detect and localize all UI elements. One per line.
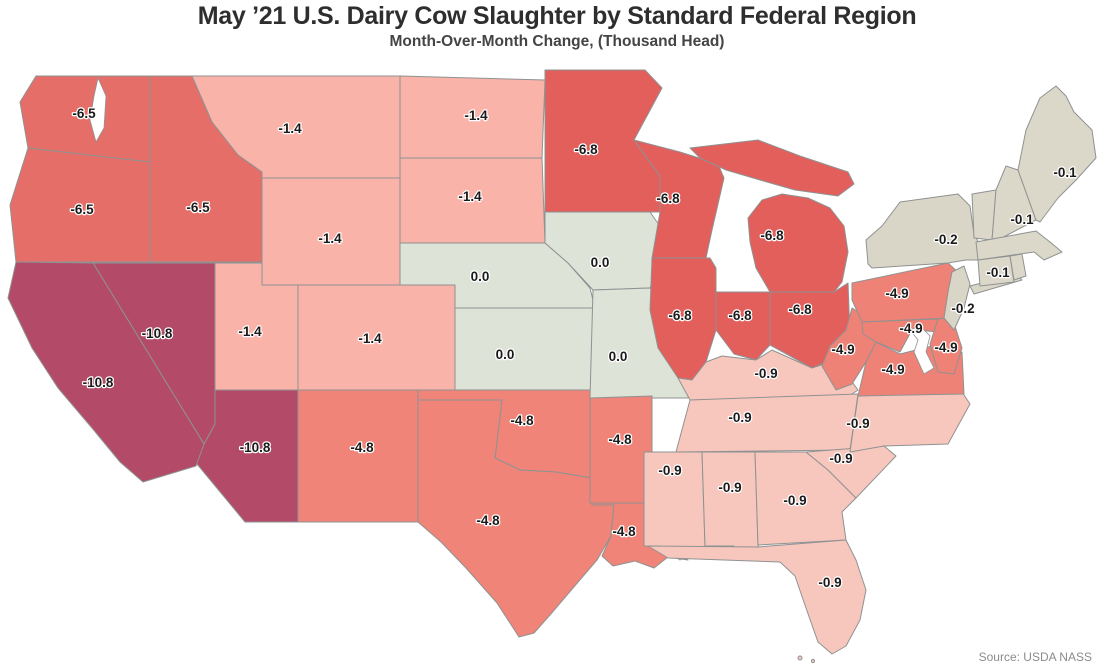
value-label-pa: -4.9 [885,286,908,301]
value-label-ga: -0.9 [783,493,806,508]
state-kansas[interactable] [454,307,596,391]
value-label-sc: -0.9 [829,451,852,466]
value-label-wa: -6.5 [72,106,96,121]
value-label-nj: -0.2 [951,301,974,316]
value-label-mn: -6.8 [574,142,598,157]
value-label-me: -0.1 [1053,165,1077,180]
state-maine[interactable] [1017,85,1097,223]
value-label-in: -6.8 [728,308,752,323]
value-label-mo: 0.0 [609,349,628,364]
value-label-fl: -0.9 [818,575,841,590]
value-label-nm: -4.8 [350,440,374,455]
florida-keys-islet[interactable] [810,658,816,664]
value-label-mi: -6.8 [760,228,784,243]
value-label-nv: -10.8 [142,326,173,341]
chesapeake-bay [909,325,935,375]
state-connecticut[interactable] [977,255,1015,287]
value-label-wi: -6.8 [656,191,680,206]
state-wisconsin[interactable] [633,139,725,259]
value-label-ia: 0.0 [591,255,610,270]
value-label-nd: -1.4 [464,108,488,123]
state-florida[interactable] [647,539,867,655]
state-indiana[interactable] [715,291,771,361]
state-minnesota[interactable] [544,69,663,213]
value-label-ks: 0.0 [496,347,515,362]
state-california[interactable] [7,261,205,483]
state-texas[interactable] [417,399,615,638]
value-label-il: -6.8 [668,308,692,323]
value-label-nc: -0.9 [846,416,869,431]
value-label-ut: -1.4 [238,324,262,339]
value-label-co: -1.4 [358,331,382,346]
value-label-va: -4.9 [881,362,904,377]
value-label-de: -4.9 [934,340,957,355]
value-label-ny: -0.2 [934,232,957,247]
value-label-sd: -1.4 [458,189,482,204]
value-label-tn: -0.9 [728,410,751,425]
value-label-az: -10.8 [240,440,271,455]
value-label-ok: -4.8 [510,413,534,428]
state-tennessee[interactable] [675,393,859,453]
state-arkansas[interactable] [589,395,653,504]
value-label-md: -4.9 [899,321,922,336]
value-label-ca: -10.8 [83,375,114,390]
value-label-nh: -0.1 [1010,212,1034,227]
value-label-id: -6.5 [186,200,210,215]
state-rhode-island[interactable] [1009,253,1027,281]
state-new-jersey[interactable] [943,265,971,331]
puget-sound [89,77,107,143]
value-label-ne: 0.0 [471,269,490,284]
value-label-al: -0.9 [718,480,741,495]
source-attribution: Source: USDA NASS [978,650,1092,664]
value-label-tx: -4.8 [476,513,500,528]
value-label-mt: -1.4 [278,121,302,136]
value-label-oh: -6.8 [788,302,812,317]
value-label-ar: -4.8 [608,432,632,447]
value-label-wv: -4.9 [831,342,854,357]
value-label-or: -6.5 [70,202,94,217]
state-michigan-lower-peninsula[interactable] [747,193,849,293]
value-label-la: -4.8 [612,524,636,539]
value-label-ms: -0.9 [658,463,681,478]
state-oregon[interactable] [9,147,151,263]
state-alabama[interactable] [701,451,763,561]
state-new-mexico[interactable] [297,389,419,523]
state-michigan-upper-peninsula[interactable] [689,139,855,197]
value-label-ky: -0.9 [754,366,777,381]
value-label-wy: -1.4 [318,231,342,246]
value-label-ct: -0.1 [986,265,1010,280]
florida-keys-islet[interactable] [797,655,803,661]
